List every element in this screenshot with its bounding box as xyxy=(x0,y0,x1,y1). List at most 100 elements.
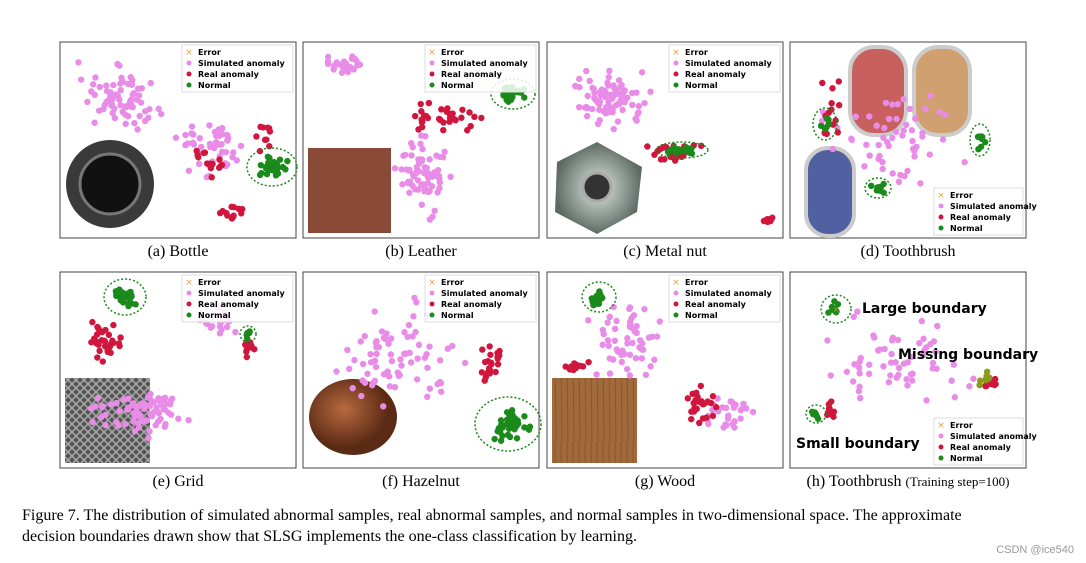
sample-point xyxy=(506,433,514,441)
sample-point xyxy=(96,83,103,91)
legend-label: Real anomaly xyxy=(198,70,260,79)
sample-point xyxy=(441,148,448,156)
sample-point xyxy=(478,369,486,376)
sample-point xyxy=(154,418,162,425)
sample-point xyxy=(850,313,857,321)
sample-point xyxy=(224,212,231,219)
legend-marker xyxy=(186,301,192,307)
sample-point xyxy=(380,403,387,410)
legend-label: Real anomaly xyxy=(950,213,1012,222)
sample-point xyxy=(888,337,896,344)
sample-point xyxy=(436,184,443,192)
sample-point xyxy=(414,355,421,362)
sample-point xyxy=(437,380,445,387)
sample-point xyxy=(395,372,403,380)
sample-point xyxy=(264,124,272,131)
sample-point xyxy=(413,376,421,383)
sample-point xyxy=(492,368,499,376)
sample-point xyxy=(848,135,855,142)
sample-point xyxy=(133,96,141,103)
sample-point xyxy=(216,132,223,140)
sample-point xyxy=(983,374,990,382)
sample-point xyxy=(656,318,663,325)
sample-point xyxy=(215,126,223,133)
sample-point xyxy=(670,144,677,151)
caption-note: (Training step=100) xyxy=(906,474,1010,489)
sample-point xyxy=(182,131,189,139)
sample-point xyxy=(426,156,433,163)
sample-point xyxy=(834,129,842,136)
sample-point xyxy=(637,344,645,352)
sample-point xyxy=(907,371,915,378)
sample-point xyxy=(437,116,444,124)
sample-point xyxy=(882,99,890,107)
sample-point xyxy=(349,53,356,60)
sample-point xyxy=(404,333,411,341)
sample-point xyxy=(585,317,592,324)
legend-label: Simulated anomaly xyxy=(198,289,286,298)
sample-point xyxy=(206,140,214,147)
sample-point xyxy=(141,417,149,425)
inset-image xyxy=(848,45,908,137)
inset-image xyxy=(309,379,397,455)
sample-point xyxy=(709,412,717,420)
sample-point xyxy=(385,340,392,347)
sample-point xyxy=(466,109,473,116)
sample-point xyxy=(605,342,612,350)
caption-text: (g) Wood xyxy=(635,473,695,490)
sample-point xyxy=(229,153,236,161)
panel: × Error Simulated anomaly Real anomaly Norma… xyxy=(546,41,784,239)
sample-point xyxy=(361,379,369,386)
sample-point xyxy=(375,343,383,351)
sample-point xyxy=(885,379,893,386)
sample-point xyxy=(253,133,260,140)
sample-point xyxy=(880,180,887,188)
legend-label: Real anomaly xyxy=(685,300,747,309)
sample-point xyxy=(426,343,433,350)
inset-image xyxy=(78,152,142,216)
sample-point xyxy=(402,350,410,357)
sample-point xyxy=(110,339,117,347)
sample-point xyxy=(633,329,640,337)
sample-point xyxy=(481,358,489,366)
sample-point xyxy=(421,354,429,361)
legend-label: Real anomaly xyxy=(441,70,503,79)
sample-point xyxy=(131,428,139,435)
sample-point xyxy=(672,150,679,157)
sample-point xyxy=(122,120,129,128)
sample-point xyxy=(651,356,658,363)
sample-point xyxy=(91,119,98,126)
sample-point xyxy=(185,416,192,424)
sample-point xyxy=(162,420,169,428)
sample-point xyxy=(638,355,645,362)
sample-point xyxy=(224,161,231,168)
sample-point xyxy=(876,152,883,160)
sample-point xyxy=(829,85,836,92)
sample-point xyxy=(440,126,447,134)
sample-point xyxy=(358,392,365,400)
panel: × Error Simulated anomaly Real anomaly Norma… xyxy=(59,41,298,239)
sample-point xyxy=(852,113,860,120)
legend-marker xyxy=(938,214,944,220)
sample-point xyxy=(344,346,351,354)
sample-point xyxy=(626,304,634,311)
sample-point xyxy=(145,114,152,121)
sample-point xyxy=(709,393,717,400)
sample-point xyxy=(412,328,419,336)
sample-point xyxy=(410,313,417,320)
sample-point xyxy=(690,399,697,407)
sample-point xyxy=(731,418,738,425)
panel-caption: (d) Toothbrush xyxy=(860,243,955,260)
sample-point xyxy=(856,394,864,402)
inset-image xyxy=(912,45,972,137)
decision-boundary xyxy=(581,281,617,313)
legend-marker xyxy=(429,60,435,66)
sample-point xyxy=(75,59,82,66)
sample-point xyxy=(357,338,364,345)
sample-point xyxy=(827,372,834,379)
sample-point xyxy=(461,359,469,367)
inset-image xyxy=(308,148,391,233)
sample-point xyxy=(113,418,120,426)
sample-point xyxy=(863,141,870,148)
sample-point xyxy=(345,65,352,72)
